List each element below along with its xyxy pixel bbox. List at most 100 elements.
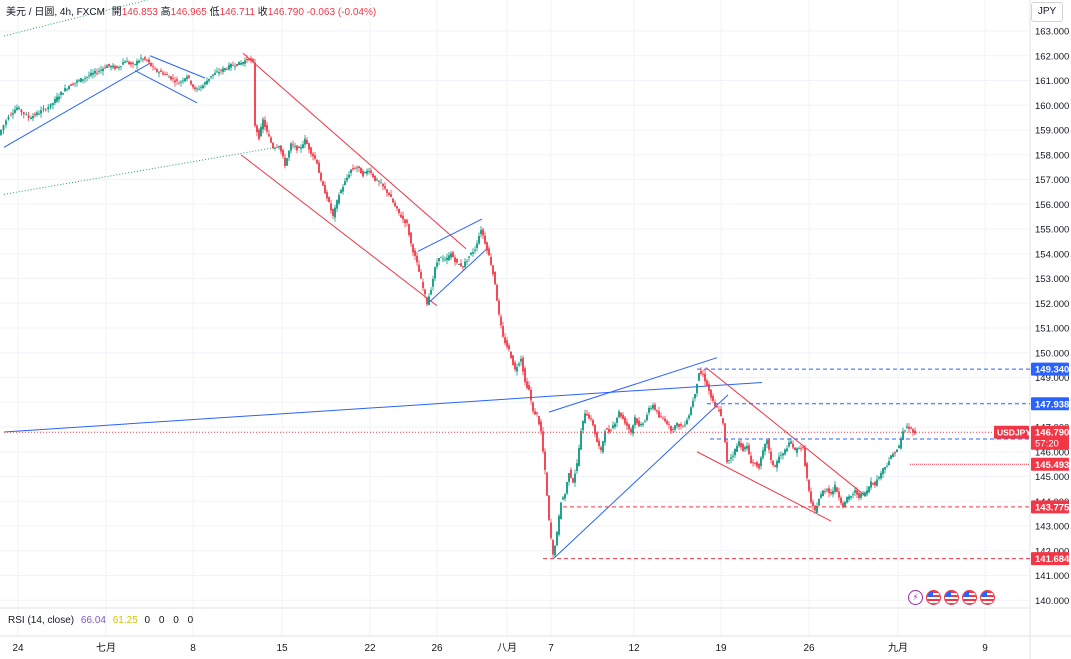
candle [272,142,274,149]
candle [232,65,234,66]
candle [416,255,418,263]
symbol-name[interactable]: 美元 / 日圆, 4h, FXCM [6,7,105,18]
us-flag-icon[interactable] [962,590,977,605]
candle [778,456,780,464]
us-flag-icon[interactable] [944,590,959,605]
candle [692,400,694,407]
candle [548,495,550,520]
candle [598,440,600,447]
candle [246,59,248,61]
candle [354,168,356,170]
candle [846,497,848,503]
candle [758,463,760,469]
candle [812,502,814,506]
candle [174,80,176,83]
candle [182,80,184,82]
candle [746,445,748,449]
candle [496,284,498,301]
trend-line [3,62,151,148]
candle [380,182,382,184]
candle [80,78,82,83]
candle [614,423,616,427]
candle [366,170,368,174]
candle [160,70,162,73]
price-tick-label: 159.000 [1035,126,1069,137]
candle [444,259,446,261]
rsi-label[interactable]: RSI (14, close) [8,615,75,626]
candle [122,62,124,65]
candle [5,120,7,125]
price-tick-label: 153.000 [1035,274,1069,285]
price-tick-label: 154.000 [1035,249,1069,260]
candle [288,150,290,158]
candle [556,531,558,546]
candle [736,445,738,452]
candle [698,373,700,381]
candle [340,189,342,194]
candle [752,462,754,463]
candle [234,66,236,68]
candle [404,219,406,224]
candle [390,194,392,197]
price-label-box [1031,552,1069,566]
candle [680,424,682,426]
candle [756,462,758,467]
candle [804,447,806,466]
candle [572,478,574,483]
candle [622,414,624,419]
bolt-event-icon[interactable]: ⚡ [908,590,923,605]
candle [638,420,640,427]
candle [516,367,518,372]
candle [22,112,25,115]
candle [664,418,666,422]
candle [324,185,326,194]
candle [68,85,70,90]
candle [740,442,742,448]
high-value: 146.965 [170,7,207,18]
candle [308,143,310,150]
candle [656,410,658,412]
us-flag-icon[interactable] [980,590,995,605]
rsi-ma-value: 61.25 [112,615,138,626]
candle [542,431,544,452]
us-flag-icon[interactable] [926,590,941,605]
candle [112,65,114,68]
candle [862,492,864,494]
candle [298,146,300,149]
candle [620,412,622,417]
candle [368,171,370,173]
price-tick-label: 142.000 [1035,546,1069,557]
candle [440,256,442,258]
price-label-text: 149.340 [1035,365,1069,376]
price-label-text: 143.775 [1035,502,1070,513]
candle [25,114,28,116]
candle [148,59,150,63]
candle [406,220,408,223]
price-tick-label: 157.000 [1035,175,1069,186]
candle [780,454,782,456]
time-tick-label: 8 [190,643,196,654]
candle [626,422,628,426]
candle [764,443,766,452]
candle [678,423,680,427]
candle [214,72,216,75]
price-tick-label: 141.000 [1035,571,1069,582]
close-label: 收 [257,7,268,18]
candle [856,490,858,495]
price-tick-label: 140.000 [1035,596,1069,607]
candle [604,431,606,443]
candle [900,439,902,449]
candle [450,253,452,258]
candle [236,64,238,66]
candle [47,107,50,110]
price-label-box [1031,500,1069,514]
candle [666,420,668,425]
candle [662,418,664,420]
candle [412,244,414,253]
candle [686,419,688,425]
currency-selector[interactable]: JPY [1031,2,1063,22]
candle [844,501,846,508]
candle [744,446,746,450]
